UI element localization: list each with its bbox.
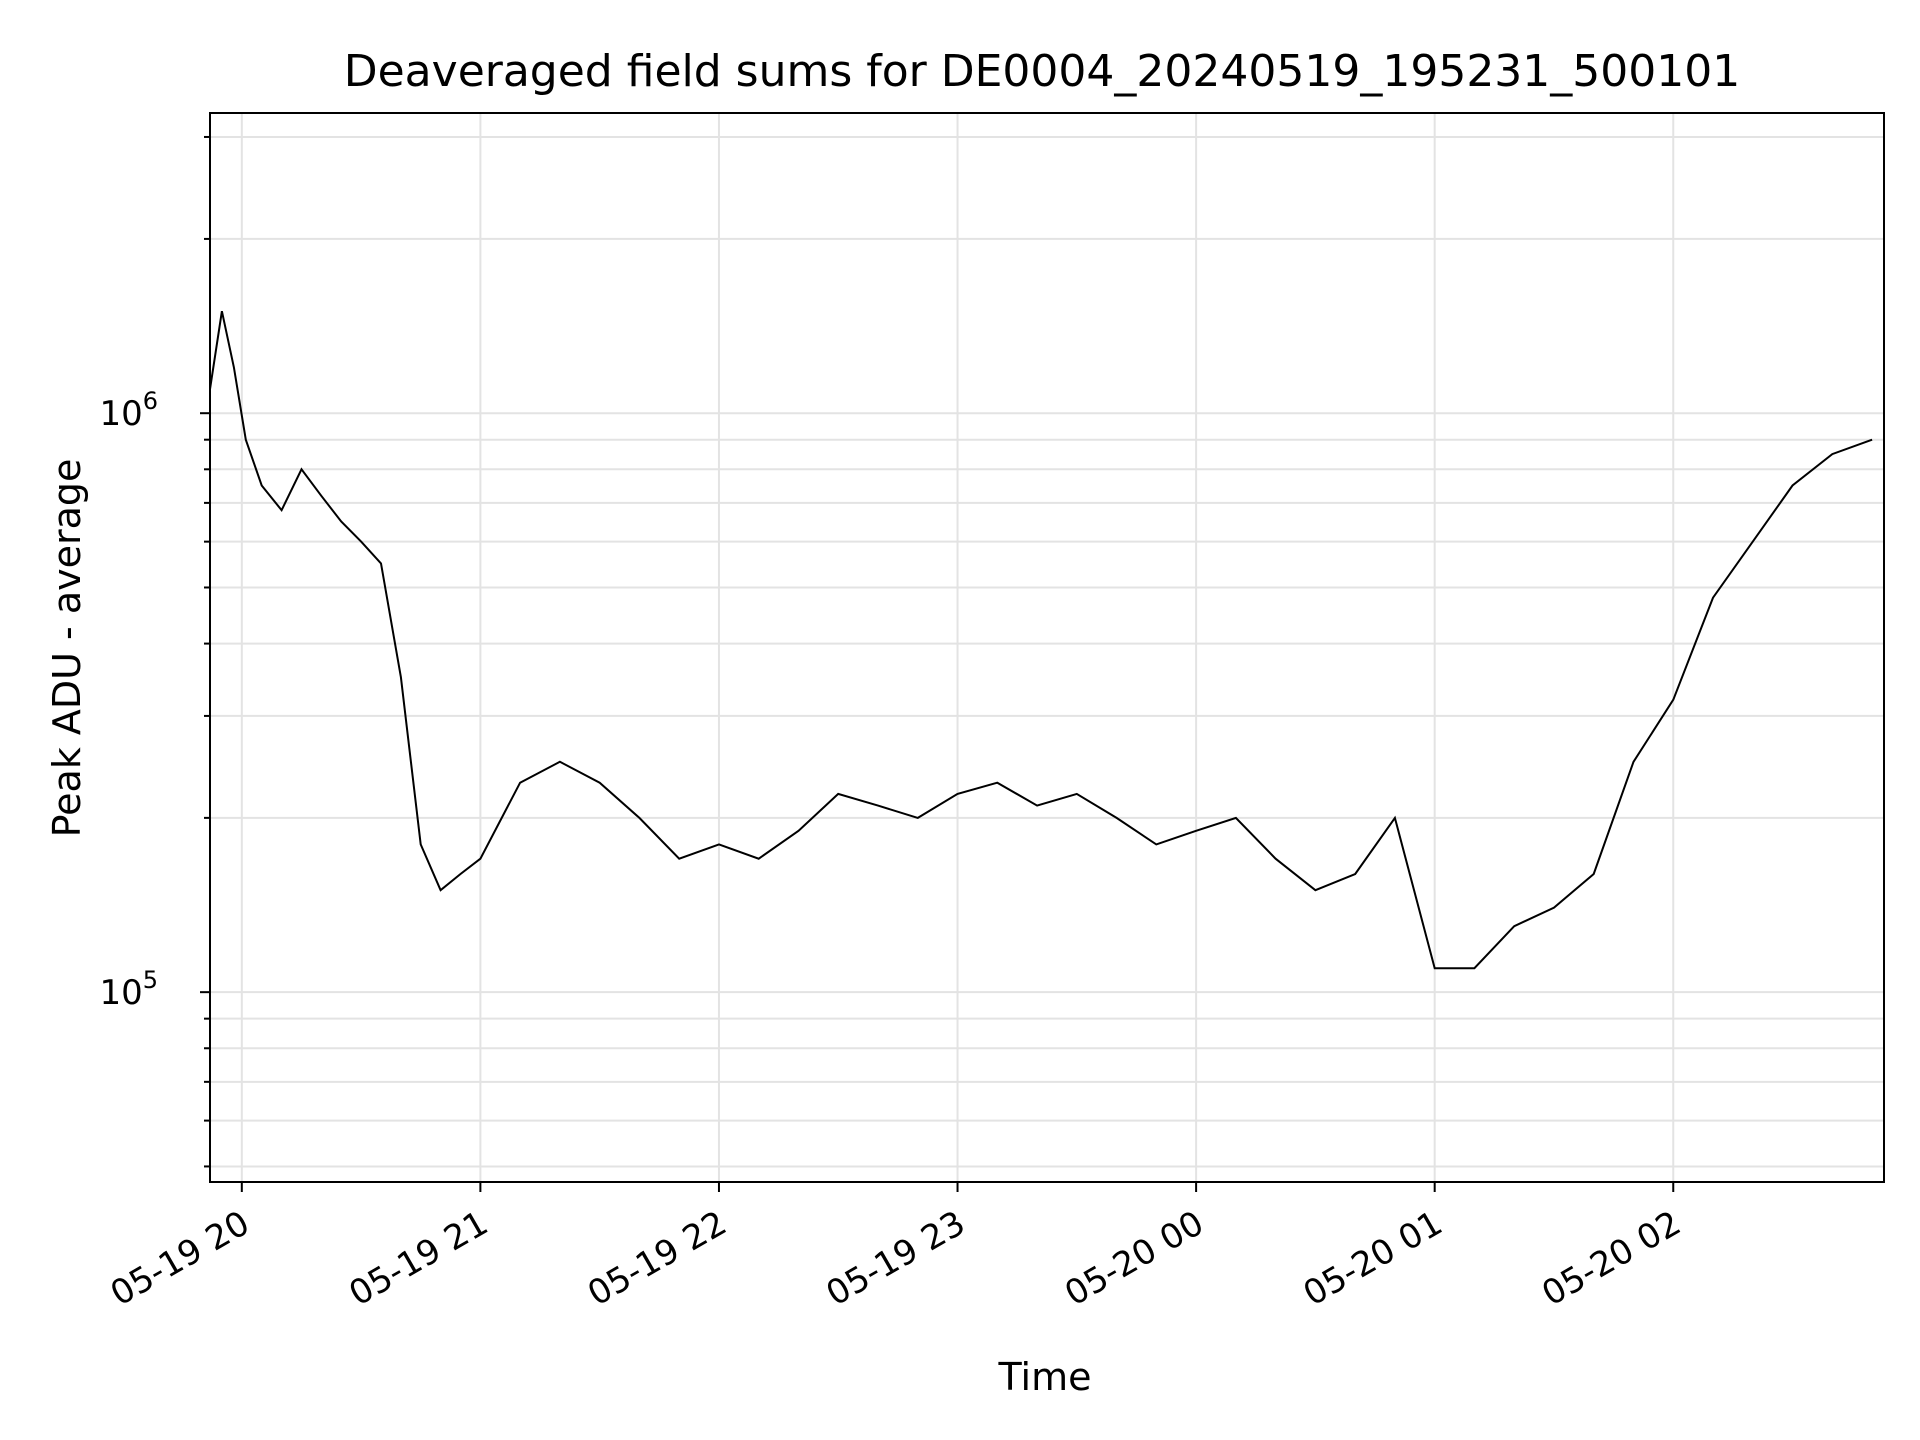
y-axis-label: Peak ADU - average (45, 459, 89, 838)
y-tick-label: 105 (99, 966, 158, 1013)
chart-title: Deaveraged field sums for DE0004_2024051… (344, 46, 1741, 97)
data-line-group (209, 310, 1873, 970)
y-tick-label: 106 (99, 387, 158, 434)
x-axis-label: Time (998, 1355, 1092, 1399)
plot-frame (209, 112, 1885, 1183)
data-line (209, 310, 1873, 970)
y-axis: 105 106 (99, 135, 210, 1168)
grid (210, 113, 1884, 1182)
